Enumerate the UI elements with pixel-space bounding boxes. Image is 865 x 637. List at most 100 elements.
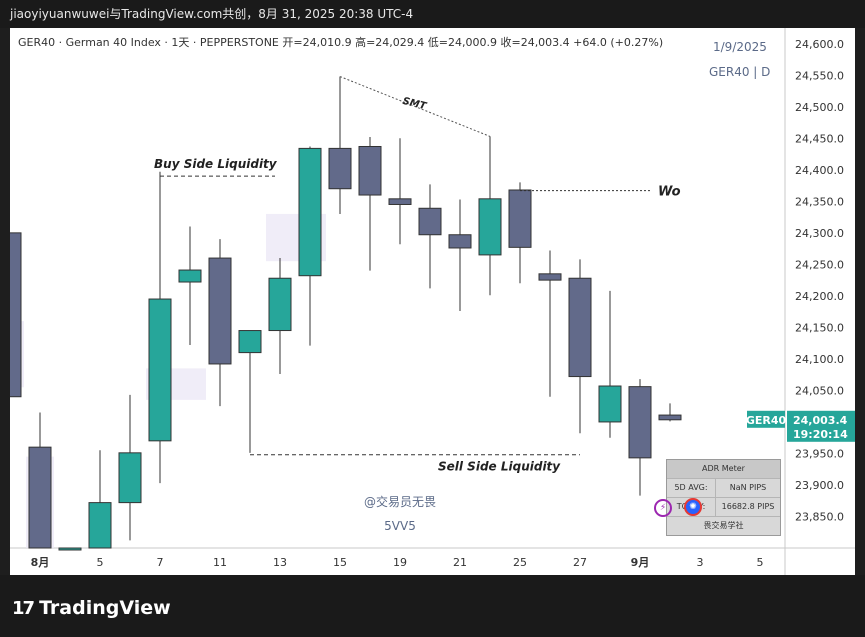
x-tick-label: 13 — [273, 556, 287, 569]
buy-side-liquidity-label: Buy Side Liquidity — [154, 157, 278, 171]
date-stamp: 1/9/2025 — [713, 40, 767, 54]
symbol-stamp: GER40 | D — [709, 65, 771, 79]
adr-meter-title: ADR Meter — [667, 460, 780, 478]
x-tick-label: 5 — [97, 556, 104, 569]
symbol-price-tag-label: GER40 — [746, 414, 787, 427]
candle-body — [148, 298, 172, 442]
candle — [328, 76, 352, 214]
candle-body — [448, 234, 472, 249]
adr-row-value: 16682.8 PIPS — [721, 502, 775, 511]
candle — [448, 199, 472, 312]
candle-body — [418, 207, 442, 236]
candle-body — [568, 277, 592, 378]
globe-icon[interactable]: ✺ — [684, 498, 702, 516]
candle-body — [598, 385, 622, 423]
candle-body — [58, 547, 82, 551]
chart-header: jiaoyiyuanwuwei与TradingView.com共创，8月 31,… — [0, 0, 865, 28]
chart-title: jiaoyiyuanwuwei与TradingView.com共创，8月 31,… — [10, 7, 414, 21]
candle-body — [118, 452, 142, 504]
price-axis — [785, 28, 855, 575]
adr-meter-footer: 畏交易学社 — [667, 516, 780, 535]
y-tick-label: 24,300.0 — [795, 227, 844, 240]
x-tick-label: 3 — [697, 556, 704, 569]
chart-area[interactable]: Buy Side Liquidity Sell Side Liquidity SMT… — [10, 28, 855, 575]
candle — [238, 330, 262, 453]
candle-body — [238, 330, 262, 354]
candle — [568, 259, 592, 434]
y-tick-label: 24,100.0 — [795, 353, 844, 366]
bolt-icon[interactable]: ⚡ — [654, 499, 672, 517]
y-tick-label: 23,900.0 — [795, 479, 844, 492]
candle-body — [328, 147, 352, 190]
y-tick-label: 24,200.0 — [795, 290, 844, 303]
brand-name: TradingView — [39, 597, 171, 619]
candle — [628, 379, 652, 496]
y-tick-label: 24,250.0 — [795, 258, 844, 271]
x-tick-label: 21 — [453, 556, 467, 569]
candle — [148, 171, 172, 484]
adr-row-value: NaN PIPS — [729, 483, 767, 492]
candle-body — [538, 273, 562, 281]
candle-body — [508, 189, 532, 248]
candle-body — [298, 147, 322, 277]
x-tick-label: 5 — [757, 556, 764, 569]
candle — [298, 146, 322, 346]
candle-body — [268, 277, 292, 332]
candle — [118, 394, 142, 541]
x-tick-label: 19 — [393, 556, 407, 569]
wo-label: Wo — [658, 185, 681, 200]
smt-label: SMT — [401, 96, 428, 113]
watermark-line2: 5VV5 — [384, 519, 416, 533]
candle-body — [478, 198, 502, 256]
candle-body — [658, 414, 682, 421]
x-tick-label: 8月 — [31, 556, 50, 569]
candle-body — [358, 145, 382, 196]
sell-side-liquidity-label: Sell Side Liquidity — [438, 460, 561, 474]
x-tick-label: 25 — [513, 556, 527, 569]
symbol-price-tag — [747, 410, 785, 428]
candle — [10, 232, 22, 398]
candle — [478, 136, 502, 296]
y-tick-label: 24,550.0 — [795, 69, 844, 82]
candle — [208, 239, 232, 407]
candle — [58, 547, 82, 551]
candle — [658, 403, 682, 422]
current-price-badge — [787, 410, 855, 442]
x-tick-label: 15 — [333, 556, 347, 569]
candle — [508, 182, 532, 284]
candle-body — [10, 232, 22, 398]
y-tick-label: 23,850.0 — [795, 510, 844, 523]
adr-row-5d: 5D AVG: NaN PIPS — [667, 478, 780, 497]
candle — [388, 138, 412, 245]
x-tick-label: 11 — [213, 556, 227, 569]
candle — [28, 412, 52, 549]
x-tick-label: 9月 — [631, 556, 650, 569]
candle — [268, 258, 292, 375]
adr-row-label: 5D AVG: — [667, 479, 716, 497]
smt-divergence-line — [339, 76, 491, 137]
candle — [178, 226, 202, 346]
tradingview-logo[interactable]: 17 TradingView — [12, 597, 171, 619]
candle — [598, 290, 622, 438]
symbol-legend: GER40 · German 40 Index · 1天 · PEPPERSTO… — [18, 36, 664, 49]
candle-body — [208, 257, 232, 365]
watermark-line1: @交易员无畏 — [364, 494, 436, 509]
candle-body — [178, 269, 202, 283]
candle-body — [388, 198, 412, 205]
footer-bar: 17 TradingView — [0, 575, 865, 637]
y-tick-label: 24,400.0 — [795, 164, 844, 177]
y-tick-label: 24,150.0 — [795, 321, 844, 334]
candlestick-chart[interactable]: Buy Side Liquidity Sell Side Liquidity SMT… — [10, 28, 855, 575]
y-tick-label: 24,500.0 — [795, 101, 844, 114]
y-tick-label: 24,050.0 — [795, 384, 844, 397]
candle — [418, 184, 442, 289]
candle-body — [28, 446, 52, 549]
y-tick-label: 23,950.0 — [795, 447, 844, 460]
candle — [88, 450, 112, 549]
adr-meter-table: ADR Meter 5D AVG: NaN PIPS TODAY: 16682.… — [666, 459, 781, 536]
y-tick-label: 24,450.0 — [795, 132, 844, 145]
tradingview-mark-icon: 17 — [12, 597, 35, 619]
x-tick-label: 7 — [157, 556, 164, 569]
countdown-label: 19:20:14 — [793, 428, 848, 441]
candle — [358, 137, 382, 271]
